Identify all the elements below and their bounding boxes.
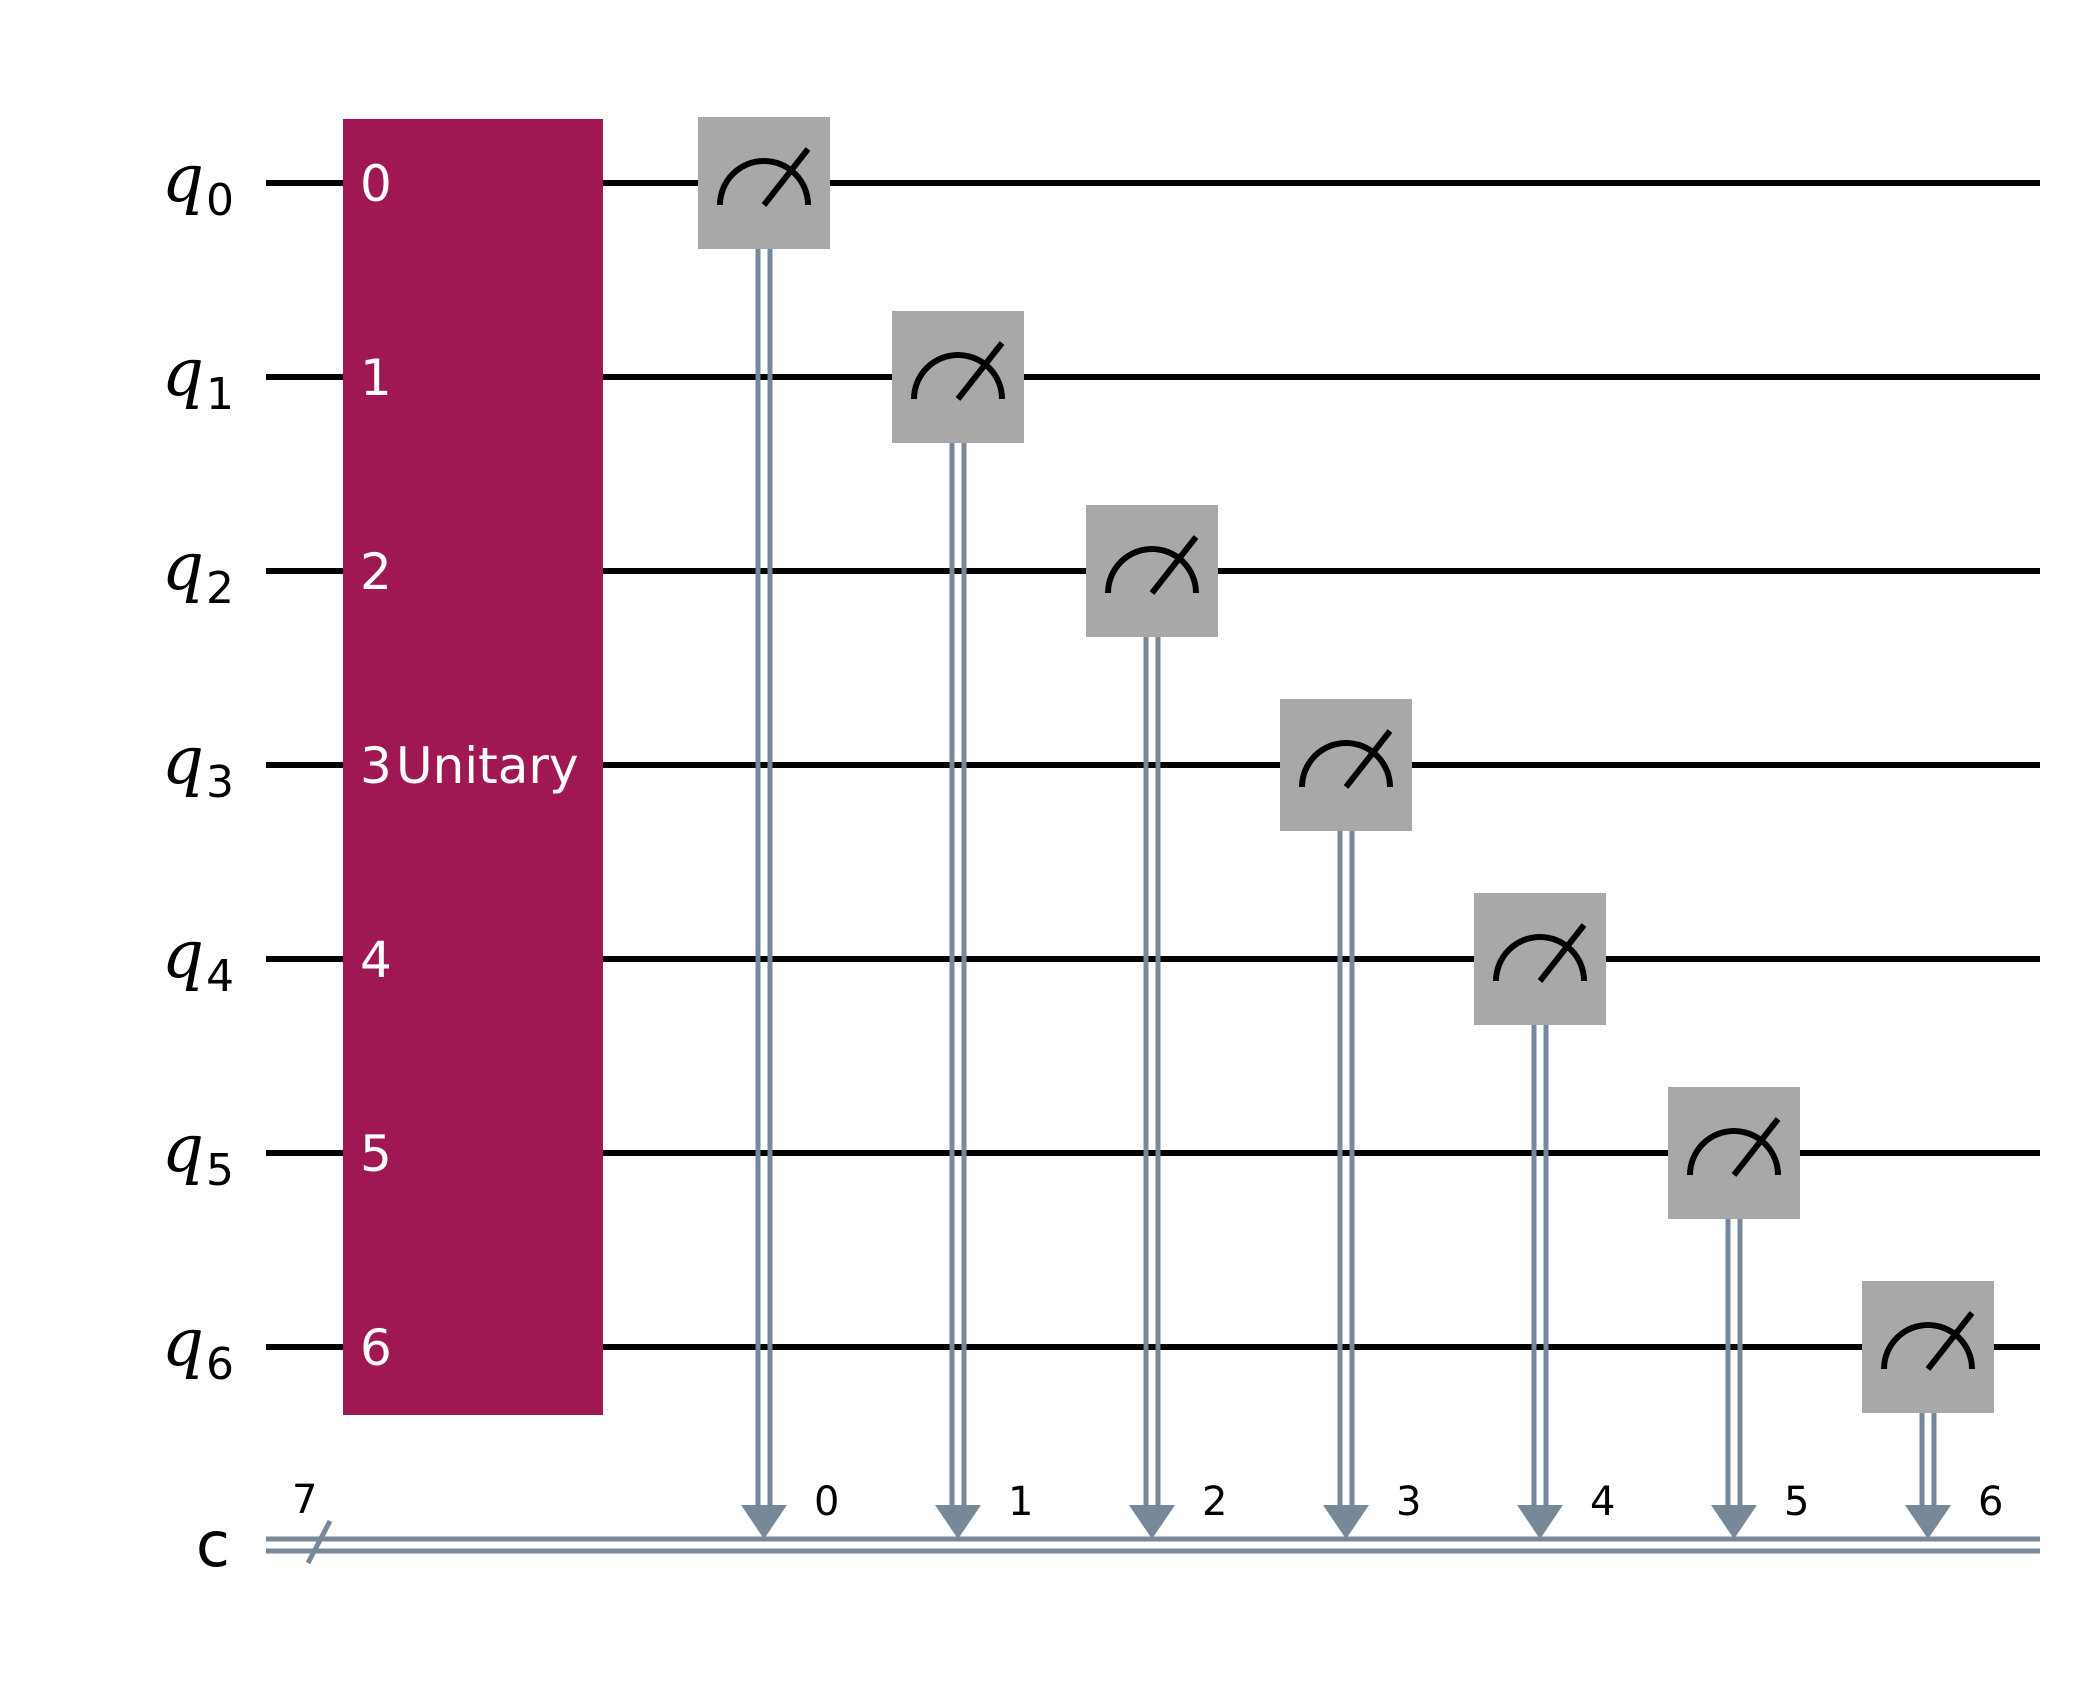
- qubit-label-index: 6: [206, 1339, 234, 1390]
- meter-icon: [911, 341, 1005, 401]
- classical-bit-label: 2: [1202, 1479, 1227, 1525]
- measure-box[interactable]: [1474, 893, 1606, 1025]
- classical-bit-label: 4: [1590, 1479, 1615, 1525]
- measure-box[interactable]: [1862, 1281, 1994, 1413]
- unitary-gate[interactable]: 0 1 2 3 4 5 6 Unitary: [343, 119, 603, 1415]
- gate-pin-label: 4: [360, 931, 392, 989]
- classical-register-label: c: [196, 1508, 230, 1581]
- arrow-down-icon: [1711, 1505, 1757, 1539]
- arrow-down-icon: [1323, 1505, 1369, 1539]
- meter-icon: [1687, 1117, 1781, 1177]
- qubit-label-name: q: [162, 722, 204, 799]
- arrow-down-icon: [1129, 1505, 1175, 1539]
- meter-icon: [1493, 923, 1587, 983]
- qubit-label: q6: [162, 1304, 234, 1390]
- measure-box[interactable]: [698, 117, 830, 249]
- gate-pin-label: 5: [360, 1125, 392, 1183]
- qubit-label: q1: [162, 334, 234, 420]
- qubit-label-index: 1: [206, 369, 234, 420]
- arrow-down-icon: [935, 1505, 981, 1539]
- qubit-label-name: q: [162, 140, 204, 217]
- measure-box[interactable]: [1280, 699, 1412, 831]
- measurement[interactable]: 4: [1474, 893, 1615, 1539]
- unitary-gate-box[interactable]: [343, 119, 603, 1415]
- measure-box[interactable]: [1086, 505, 1218, 637]
- measurement[interactable]: 3: [1280, 699, 1421, 1539]
- classical-bit-label: 6: [1978, 1479, 2003, 1525]
- qubit-label-name: q: [162, 1304, 204, 1381]
- qubit-label-index: 5: [206, 1145, 234, 1196]
- qubit-label-name: q: [162, 1110, 204, 1187]
- qubit-label-index: 2: [206, 563, 234, 614]
- bus-slash-icon: [305, 1519, 333, 1565]
- meter-icon: [1299, 729, 1393, 789]
- qubit-label-name: q: [162, 334, 204, 411]
- measurement[interactable]: 6: [1862, 1281, 2003, 1539]
- qubit-label-name: q: [162, 528, 204, 605]
- gate-pin-label: 2: [360, 543, 392, 601]
- qubit-label: q2: [162, 528, 234, 614]
- classical-bit-label: 1: [1008, 1479, 1033, 1525]
- qubit-label-index: 4: [206, 951, 234, 1002]
- arrow-down-icon: [741, 1505, 787, 1539]
- measure-box[interactable]: [1668, 1087, 1800, 1219]
- measure-box[interactable]: [892, 311, 1024, 443]
- qubit-label: q0: [162, 140, 234, 226]
- meter-icon: [1881, 1311, 1975, 1371]
- measurement[interactable]: 1: [892, 311, 1033, 1539]
- arrow-down-icon: [1905, 1505, 1951, 1539]
- classical-register-size: 7: [292, 1477, 317, 1523]
- qubit-label-index: 3: [206, 757, 234, 808]
- measurement[interactable]: 2: [1086, 505, 1227, 1539]
- gate-pin-label: 0: [360, 155, 392, 213]
- gate-pin-label: 1: [360, 349, 392, 407]
- measurement[interactable]: 0: [698, 117, 839, 1539]
- meter-icon: [1105, 535, 1199, 595]
- classical-bit-label: 3: [1396, 1479, 1421, 1525]
- classical-bit-label: 0: [814, 1479, 839, 1525]
- meter-icon: [717, 147, 811, 207]
- gate-pin-label: 3: [360, 737, 392, 795]
- qubit-label: q3: [162, 722, 234, 808]
- qubit-label: q4: [162, 916, 234, 1002]
- measurement-group: 0 1 2 3 4 5 6: [698, 117, 2003, 1539]
- qubit-label-index: 0: [206, 175, 234, 226]
- classical-bit-label: 5: [1784, 1479, 1809, 1525]
- classical-wire-group: 7c: [196, 1477, 2040, 1581]
- qubit-label-name: q: [162, 916, 204, 993]
- gate-pin-label: 6: [360, 1319, 392, 1377]
- qubit-label: q5: [162, 1110, 234, 1196]
- measurement[interactable]: 5: [1668, 1087, 1809, 1539]
- unitary-gate-label: Unitary: [396, 737, 579, 795]
- arrow-down-icon: [1517, 1505, 1563, 1539]
